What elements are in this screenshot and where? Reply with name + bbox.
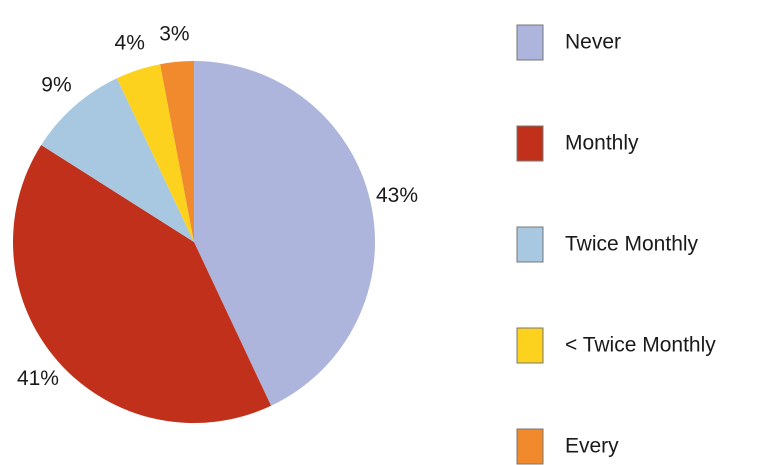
pie-slice xyxy=(13,145,272,423)
legend-swatch xyxy=(516,125,544,162)
legend-label: Every xyxy=(565,435,619,458)
pie-slice xyxy=(116,64,194,242)
legend-swatch xyxy=(516,24,544,61)
pie-slice xyxy=(194,61,375,406)
pie-slice xyxy=(41,78,194,242)
value-label: 3% xyxy=(159,22,189,45)
legend-label: Never xyxy=(565,31,621,54)
legend-label: < Twice Monthly xyxy=(565,334,716,357)
pie-slice xyxy=(160,61,194,242)
value-label: 43% xyxy=(376,184,418,207)
legend-label: Twice Monthly xyxy=(565,233,699,256)
value-label: 41% xyxy=(17,367,59,390)
legend-label: Monthly xyxy=(565,132,639,155)
legend-swatch xyxy=(516,428,544,465)
value-label: 4% xyxy=(115,32,145,55)
legend-swatch xyxy=(516,226,544,263)
value-label: 9% xyxy=(41,74,71,97)
legend-swatch xyxy=(516,327,544,364)
